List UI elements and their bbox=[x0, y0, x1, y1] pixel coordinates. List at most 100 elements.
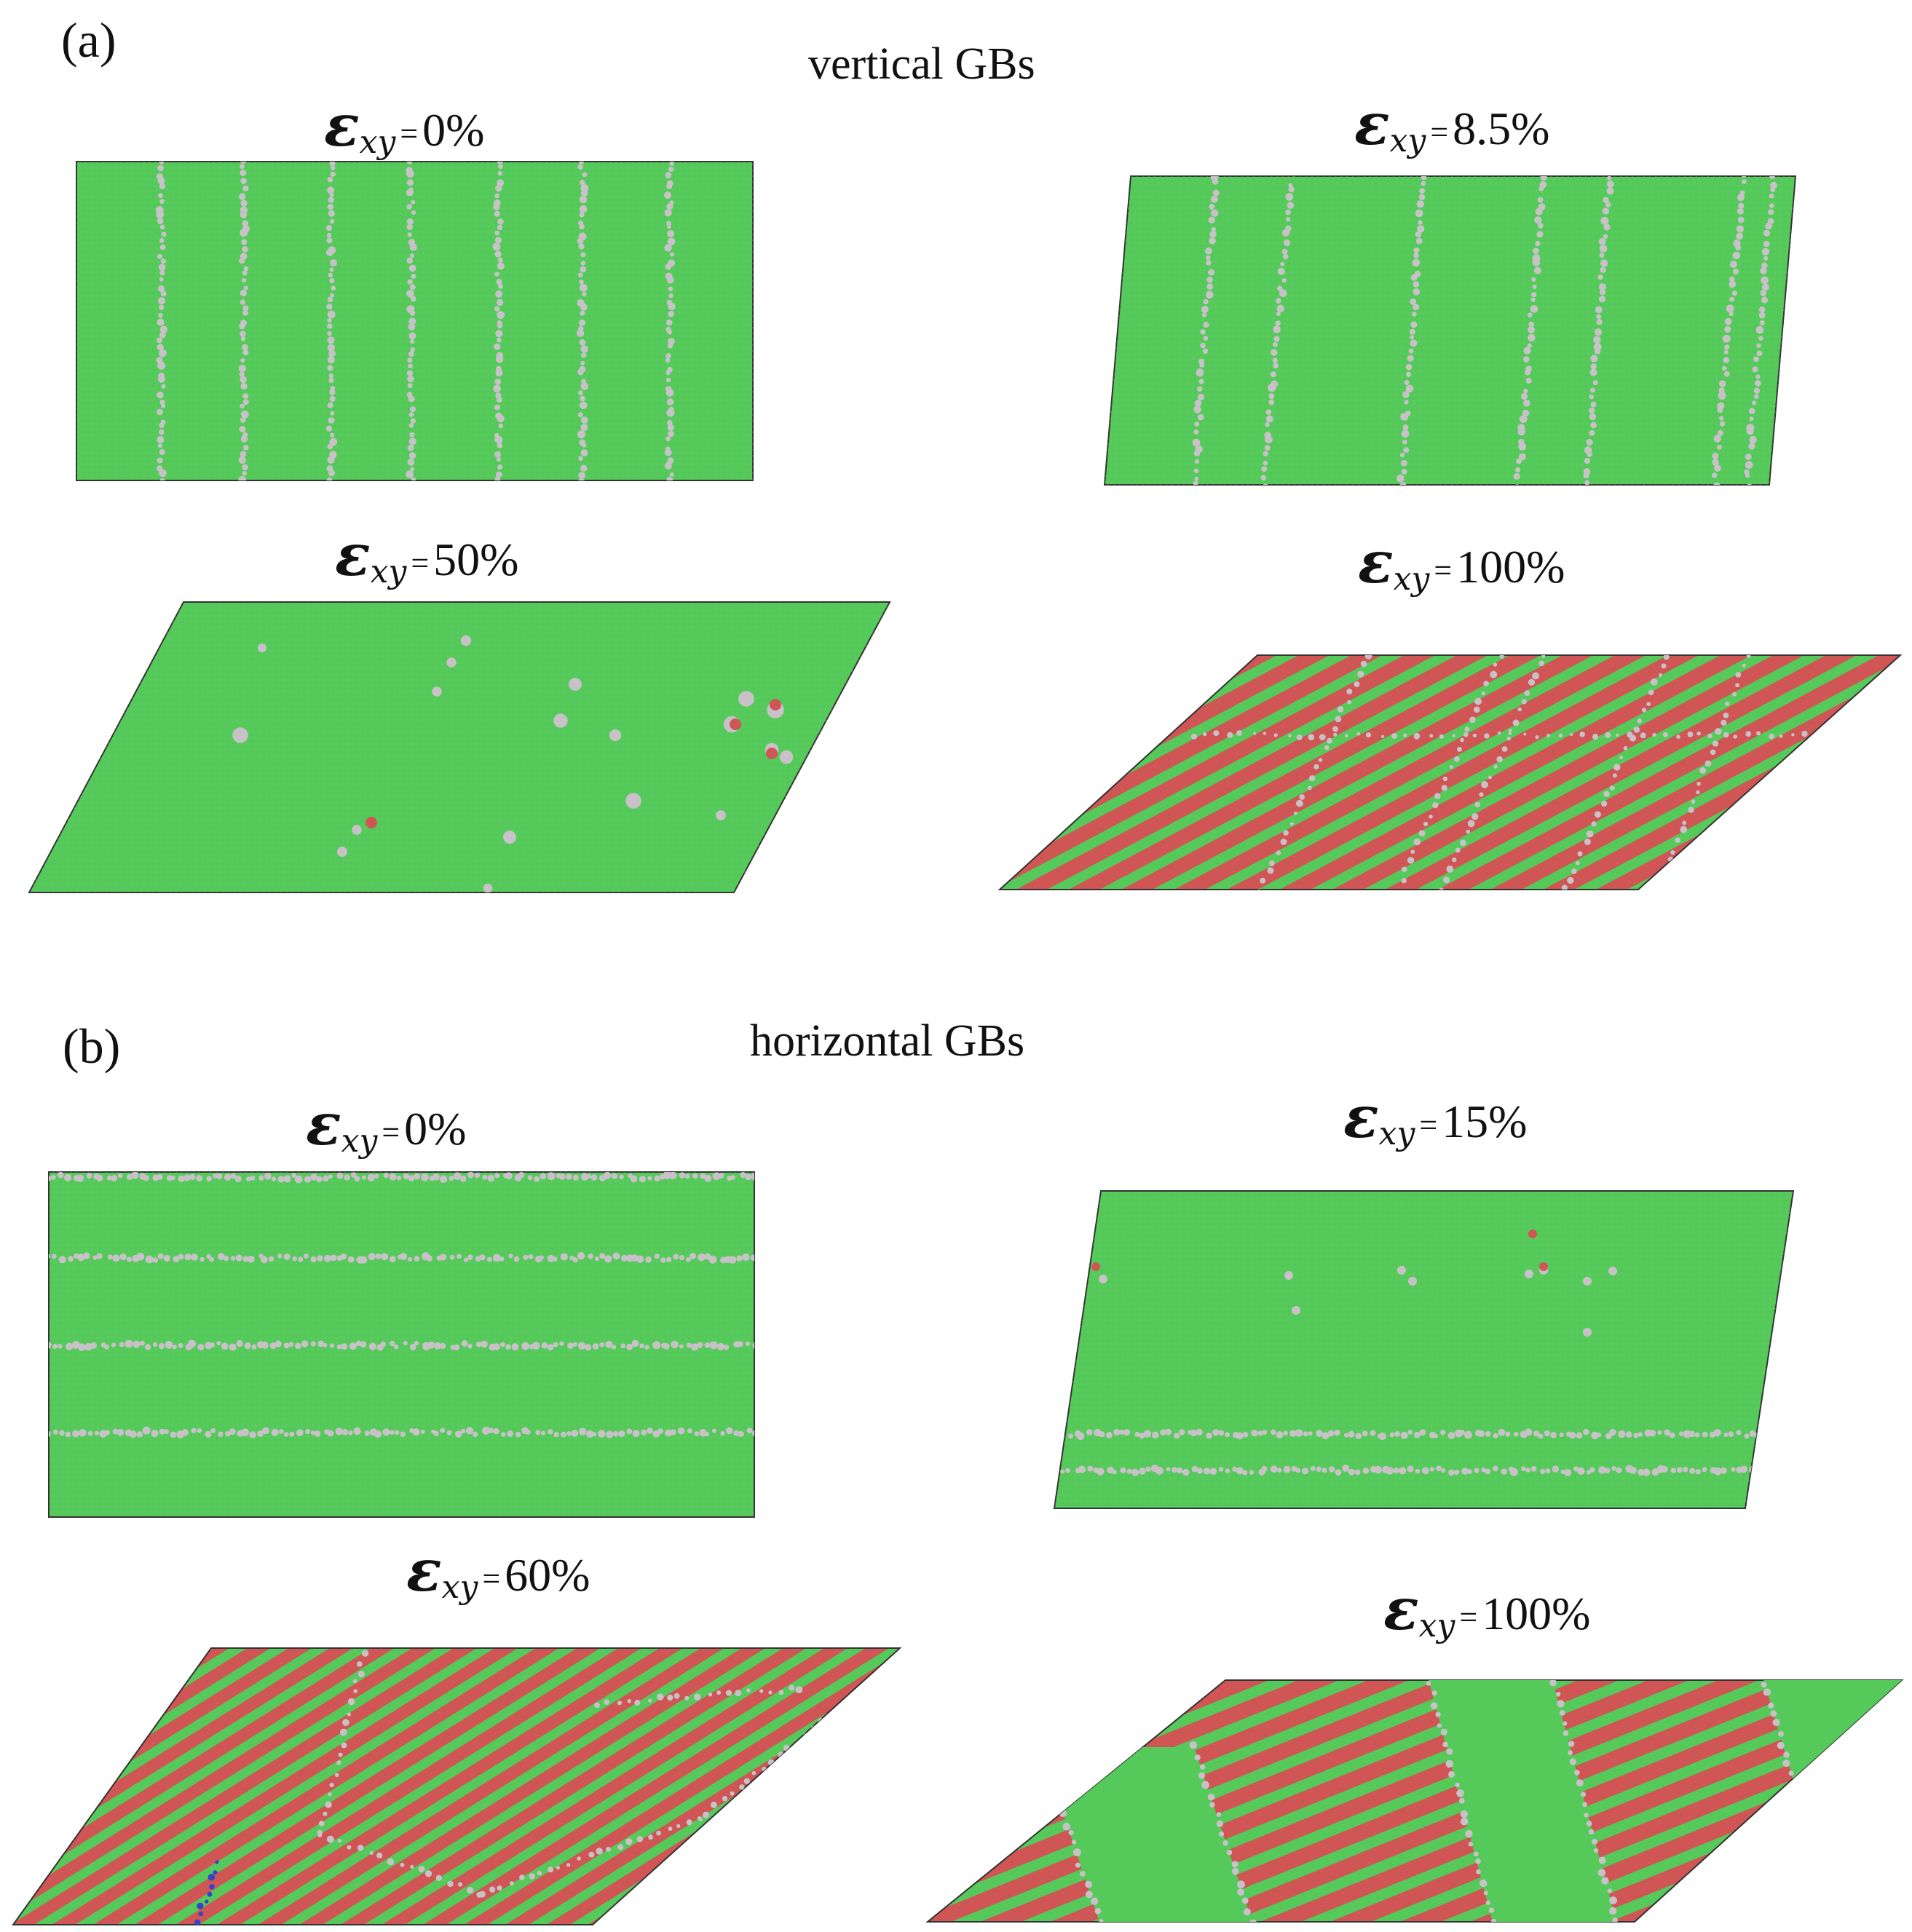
gb-atom bbox=[571, 1430, 579, 1437]
gb-atom bbox=[1123, 1429, 1131, 1436]
gb-atom bbox=[242, 464, 248, 471]
equals-sign: = bbox=[1430, 114, 1448, 150]
gb-atom bbox=[1209, 231, 1217, 238]
gb-atom bbox=[261, 1256, 268, 1264]
gb-atom bbox=[65, 1431, 71, 1438]
gb-atom bbox=[1606, 187, 1614, 195]
gb-atom bbox=[261, 1342, 269, 1349]
defect-cluster bbox=[352, 825, 362, 835]
gb-atom bbox=[1728, 1431, 1734, 1437]
gb-atom bbox=[1731, 290, 1737, 296]
gb-atom bbox=[1216, 1812, 1222, 1817]
gb-atom bbox=[1282, 253, 1289, 260]
gb-atom bbox=[1397, 475, 1405, 483]
gb-atom bbox=[326, 1835, 334, 1843]
gb-atom bbox=[1394, 1431, 1400, 1437]
gb-atom bbox=[594, 1702, 600, 1709]
gb-atom bbox=[1729, 276, 1735, 282]
gb-atom bbox=[1439, 887, 1444, 890]
gb-atom bbox=[414, 1256, 420, 1262]
panel-b3 bbox=[12, 1647, 902, 1925]
gb-atom bbox=[1577, 1467, 1585, 1475]
gb-atom bbox=[1216, 1820, 1223, 1827]
gb-atom bbox=[1589, 394, 1595, 400]
gb-atom bbox=[1205, 247, 1212, 255]
gb-atom bbox=[1286, 217, 1291, 222]
gb-atom bbox=[588, 1254, 593, 1259]
defect-cluster bbox=[625, 793, 641, 809]
gb-atom bbox=[1590, 421, 1597, 429]
defect-cluster bbox=[1099, 1275, 1107, 1283]
gb-atom bbox=[159, 224, 165, 230]
gb-atom bbox=[408, 1175, 415, 1181]
gb-atom bbox=[119, 1253, 127, 1261]
gb-atom bbox=[552, 1256, 558, 1262]
gb-atom bbox=[1723, 349, 1729, 355]
gb-atom bbox=[242, 246, 248, 253]
epsilon-symbol: ε bbox=[1343, 1082, 1379, 1151]
gb-atom bbox=[181, 1429, 189, 1436]
gb-atom bbox=[243, 445, 249, 451]
gb-atom bbox=[1134, 1431, 1140, 1437]
gb-atom bbox=[387, 1858, 395, 1866]
gb-atom bbox=[665, 357, 671, 363]
gb-atom bbox=[188, 1339, 197, 1348]
gb-atom bbox=[418, 1866, 425, 1872]
gb-atom bbox=[1281, 248, 1288, 255]
gb-atom bbox=[347, 1845, 352, 1850]
gb-atom bbox=[665, 436, 671, 442]
gb-atom bbox=[619, 1174, 624, 1180]
gb-atom bbox=[1689, 1468, 1696, 1474]
gb-atom bbox=[1567, 876, 1574, 884]
gb-atom bbox=[1758, 312, 1766, 319]
gb-atom bbox=[665, 353, 671, 359]
gb-atom bbox=[1318, 758, 1323, 762]
gb-atom bbox=[323, 1342, 328, 1347]
gb-atom bbox=[242, 349, 249, 356]
gb-atom bbox=[1410, 321, 1418, 328]
gb-atom bbox=[1759, 320, 1765, 325]
gb-atom bbox=[1145, 1466, 1151, 1472]
gb-atom bbox=[493, 1343, 500, 1350]
gb-atom bbox=[1212, 178, 1219, 185]
gb-atom bbox=[1749, 416, 1754, 421]
gb-atom bbox=[310, 1341, 316, 1347]
gb-atom bbox=[1744, 469, 1750, 475]
gb-atom bbox=[111, 1175, 118, 1181]
gb-atom bbox=[580, 395, 585, 402]
gb-atom bbox=[648, 1834, 653, 1840]
gb-atom bbox=[1485, 1468, 1491, 1475]
gb-atom bbox=[1206, 1432, 1212, 1439]
gb-atom bbox=[157, 285, 165, 293]
gb-atom bbox=[1505, 1431, 1511, 1437]
gb-atom bbox=[304, 1176, 312, 1183]
gb-atom bbox=[380, 1341, 387, 1347]
gb-atom bbox=[1468, 1841, 1474, 1847]
gb-atom bbox=[708, 1693, 713, 1697]
gb-atom bbox=[1071, 1840, 1077, 1845]
gb-atom bbox=[1402, 866, 1407, 872]
gb-atom bbox=[606, 1430, 614, 1438]
gb-atom bbox=[424, 1870, 432, 1877]
strain-value: 0% bbox=[422, 104, 484, 156]
gb-atom bbox=[553, 1432, 559, 1438]
gb-atom bbox=[1723, 713, 1729, 718]
gb-atom bbox=[330, 1343, 335, 1348]
gb-atom bbox=[654, 1175, 660, 1181]
gb-atom bbox=[86, 1173, 92, 1179]
gb-atom bbox=[751, 1430, 754, 1437]
gb-atom bbox=[447, 1880, 454, 1888]
gb-atom bbox=[708, 1255, 717, 1264]
gb-atom bbox=[310, 1430, 315, 1436]
strain-caption-b4: εxy =100% bbox=[1383, 1575, 1590, 1644]
gb-atom bbox=[1528, 321, 1535, 328]
gb-atom bbox=[663, 1172, 671, 1179]
gb-atom bbox=[159, 238, 165, 243]
gb-atom bbox=[368, 1253, 376, 1261]
gb-atom bbox=[1410, 274, 1418, 281]
gb-atom bbox=[1570, 732, 1573, 737]
gb-atom bbox=[665, 172, 672, 178]
gb-atom bbox=[1040, 1754, 1046, 1759]
gb-atom bbox=[245, 1176, 251, 1181]
gb-atom bbox=[207, 1891, 213, 1897]
